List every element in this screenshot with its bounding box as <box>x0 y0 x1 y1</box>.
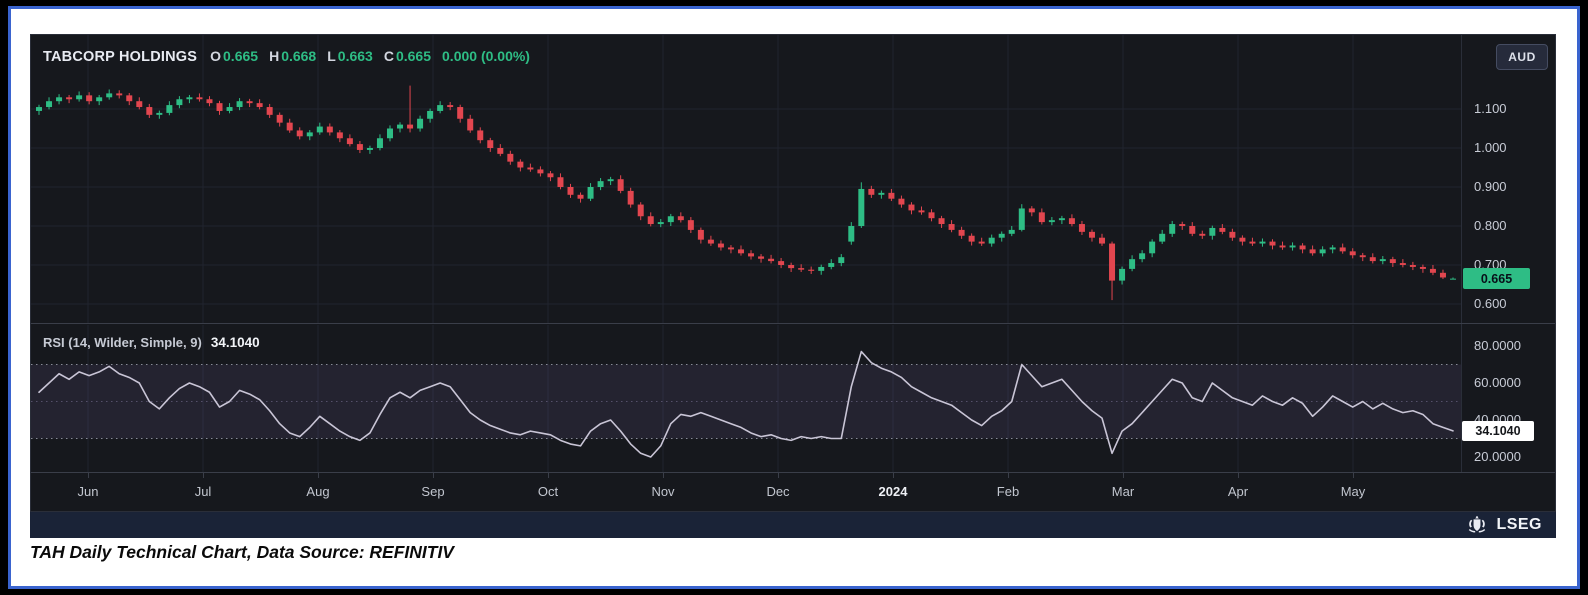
time-axis-tick <box>203 473 204 478</box>
time-axis-separator <box>31 472 1555 473</box>
lseg-logo-text: LSEG <box>1496 516 1542 533</box>
time-axis-tick <box>778 473 779 478</box>
lseg-crest-icon <box>1465 515 1489 535</box>
rsi-axis-label: 60.0000 <box>1474 375 1521 390</box>
rsi-axis-label: 20.0000 <box>1474 449 1521 464</box>
price-axis-label: 0.900 <box>1474 179 1507 194</box>
price-axis-label: 1.000 <box>1474 140 1507 155</box>
pane-separator[interactable] <box>31 323 1555 324</box>
rsi-axis-label: 80.0000 <box>1474 338 1521 353</box>
chart-frame: TABCORP HOLDINGS O 0.665 H 0.668 L 0.663… <box>8 6 1580 589</box>
time-axis-label: 2024 <box>878 484 908 499</box>
time-axis-label: Jun <box>77 484 99 499</box>
price-pane[interactable] <box>31 35 1461 323</box>
time-axis-tick <box>1353 473 1354 478</box>
time-axis-tick <box>1238 473 1239 478</box>
currency-button[interactable]: AUD <box>1496 44 1548 70</box>
time-axis-label: Feb <box>996 484 1020 499</box>
time-axis-label: Mar <box>1111 484 1135 499</box>
price-axis-label: 0.800 <box>1474 218 1507 233</box>
time-axis-label: Aug <box>306 484 330 499</box>
time-axis-label: Jul <box>194 484 212 499</box>
time-axis-tick <box>433 473 434 478</box>
time-axis-label: Nov <box>651 484 675 499</box>
time-axis[interactable]: Jun Jul Aug Sep Oct Nov Dec 2024 Feb Mar Apr May <box>31 473 1461 511</box>
time-axis-label: Dec <box>766 484 790 499</box>
time-axis-tick <box>663 473 664 478</box>
rsi-value-badge: 34.1040 <box>1462 421 1534 441</box>
price-axis-label: 0.600 <box>1474 296 1507 311</box>
time-axis-tick <box>1123 473 1124 478</box>
rsi-pane[interactable] <box>31 325 1461 472</box>
price-axis-label: 1.100 <box>1474 101 1507 116</box>
time-axis-tick <box>893 473 894 478</box>
time-axis-tick <box>88 473 89 478</box>
lseg-attribution-bar: LSEG <box>30 512 1556 538</box>
time-axis-label: May <box>1340 484 1366 499</box>
time-axis-label: Sep <box>421 484 445 499</box>
time-axis-tick <box>548 473 549 478</box>
chart-caption: TAH Daily Technical Chart, Data Source: … <box>30 542 454 562</box>
time-axis-label: Apr <box>1227 484 1249 499</box>
price-axis-column[interactable]: AUD 1.100 1.000 0.900 0.800 0.700 0.600 80.000… <box>1461 35 1555 472</box>
last-price-badge: 0.665 <box>1463 268 1530 289</box>
time-axis-tick <box>318 473 319 478</box>
time-axis-tick <box>1008 473 1009 478</box>
time-axis-label: Oct <box>537 484 559 499</box>
chart-shell: TABCORP HOLDINGS O 0.665 H 0.668 L 0.663… <box>30 34 1556 512</box>
